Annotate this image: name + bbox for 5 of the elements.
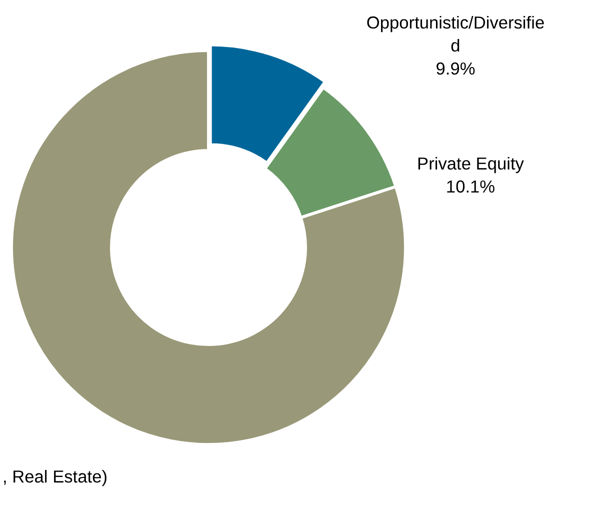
slice-label: , Real Estate) (2, 466, 108, 486)
slice-label: Opportunistic/Diversified (366, 12, 545, 56)
data-label: 9.9% (436, 58, 476, 78)
slice-label: Private Equity (417, 154, 524, 174)
data-label: 10.1% (446, 176, 496, 196)
